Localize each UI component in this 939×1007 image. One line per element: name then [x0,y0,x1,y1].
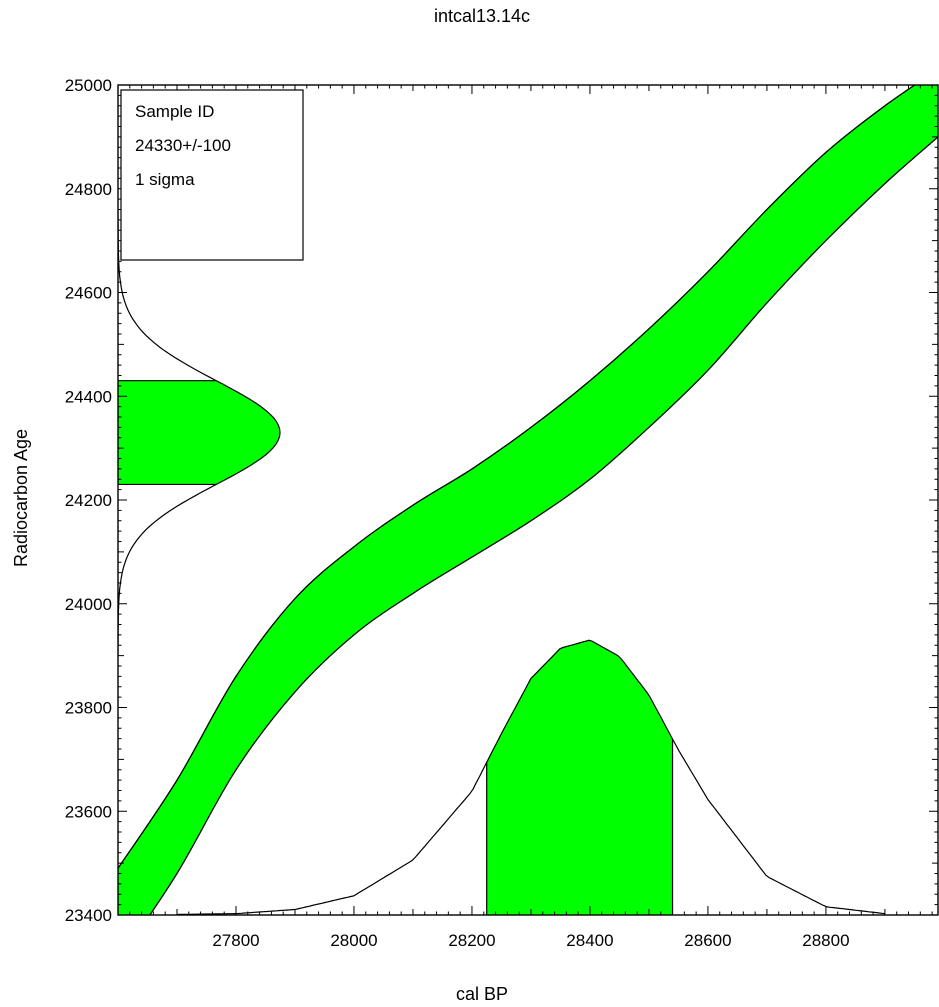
x-tick-label: 28600 [684,931,731,950]
radiocarbon-distribution [118,209,281,656]
y-tick-label: 24800 [65,180,112,199]
legend-box: Sample ID 24330+/-100 1 sigma [120,89,304,261]
calibration-band [118,85,938,915]
legend-sigma: 1 sigma [135,170,195,189]
y-tick-label: 25000 [65,76,112,95]
x-tick-label: 28800 [802,931,849,950]
x-tick-label: 28200 [448,931,495,950]
legend-sample-age: 24330+/-100 [135,136,231,155]
tick-labels: 27800 28000 28200 28400 28600 28800 23400 23600… [65,76,850,950]
y-tick-label: 23800 [65,699,112,718]
x-axis-label: cal BP [456,984,508,1004]
chart-title: intcal13.14c [434,6,530,26]
calendar-sigma-fill [486,640,673,915]
y-tick-label: 24200 [65,491,112,510]
y-tick-label: 23600 [65,802,112,821]
legend-frame [120,89,304,261]
y-tick-label: 24600 [65,284,112,303]
x-tick-label: 28000 [330,931,377,950]
calibration-upper-line [118,85,916,869]
x-tick-label: 27800 [212,931,259,950]
radiocarbon-sigma-fill [118,380,280,485]
y-tick-label: 23400 [65,906,112,925]
y-tick-label: 24400 [65,387,112,406]
y-axis-label: Radiocarbon Age [11,429,31,567]
calibration-lower-line [149,136,938,915]
y-tick-label: 24000 [65,595,112,614]
plot-frame [117,84,939,916]
x-tick-label: 28400 [566,931,613,950]
legend-sample-id: Sample ID [135,102,214,121]
